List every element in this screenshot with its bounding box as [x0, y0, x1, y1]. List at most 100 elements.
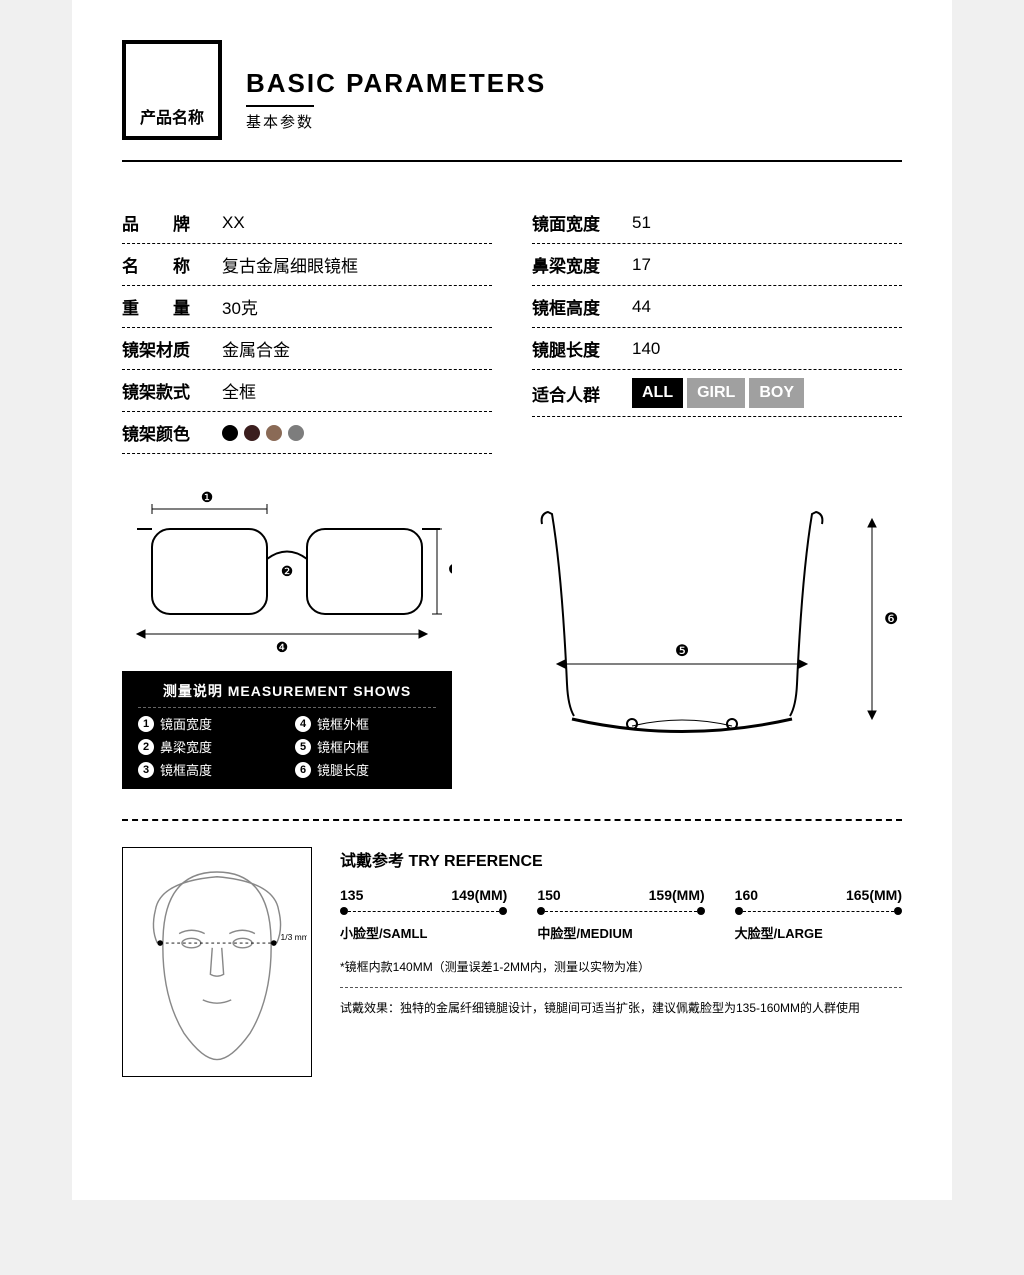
- marker-4: ❹: [276, 639, 289, 654]
- param-value: 51: [632, 213, 651, 233]
- param-row: 镜架材质金属合金: [122, 328, 492, 370]
- measurement-number-icon: 2: [138, 739, 154, 755]
- range-label: 大脸型/LARGE: [735, 923, 902, 942]
- params-right-column: 镜面宽度51鼻梁宽度17镜框高度44镜腿长度140适合人群ALLGIRLBOY: [532, 202, 902, 454]
- range-values: 150159(MM): [537, 887, 704, 903]
- param-row: 重 量30克: [122, 286, 492, 328]
- color-swatch: [222, 425, 238, 441]
- param-value: 44: [632, 297, 651, 317]
- param-row: 镜面宽度51: [532, 202, 902, 244]
- measurement-item: 2 鼻梁宽度: [138, 737, 279, 756]
- measurement-number-icon: 6: [295, 762, 311, 778]
- range-bar-icon: [340, 907, 507, 915]
- product-spec-page: 产品名称 BASIC PARAMETERS 基本参数 品 牌XX名 称复古金属细…: [72, 0, 952, 1200]
- color-swatch: [288, 425, 304, 441]
- range-bar-icon: [537, 907, 704, 915]
- param-row: 鼻梁宽度17: [532, 244, 902, 286]
- param-row: 名 称复古金属细眼镜框: [122, 244, 492, 286]
- param-label: 镜架颜色: [122, 420, 222, 445]
- param-value: 金属合金: [222, 336, 290, 361]
- param-value: [222, 425, 304, 441]
- param-label: 镜面宽度: [532, 210, 632, 235]
- param-value: 全框: [222, 378, 256, 403]
- size-ranges: 135149(MM)小脸型/SAMLL150159(MM)中脸型/MEDIUM1…: [340, 887, 902, 942]
- param-label: 镜腿长度: [532, 336, 632, 361]
- try-reference-desc: 试戴效果：独特的金属纤细镜腿设计，镜腿间可适当扩张，建议佩戴脸型为135-160…: [340, 998, 902, 1020]
- range-bar-icon: [735, 907, 902, 915]
- marker-3: ❸: [448, 561, 452, 577]
- marker-6: ❻: [884, 611, 898, 628]
- param-value: XX: [222, 213, 245, 233]
- title-block: BASIC PARAMETERS 基本参数: [246, 60, 546, 132]
- param-label: 适合人群: [532, 381, 632, 406]
- size-range: 160165(MM) 大脸型/LARGE: [735, 887, 902, 942]
- param-row: 镜框高度44: [532, 286, 902, 328]
- title-cn: 基本参数: [246, 105, 314, 132]
- size-range: 135149(MM) 小脸型/SAMLL: [340, 887, 507, 942]
- measurement-number-icon: 5: [295, 739, 311, 755]
- param-value: ALLGIRLBOY: [632, 378, 804, 408]
- param-label: 品 牌: [122, 210, 222, 235]
- measurement-number-icon: 1: [138, 716, 154, 732]
- face-measure-note: 1/3 mm: [280, 932, 307, 942]
- color-swatch: [244, 425, 260, 441]
- try-reference-content: 试戴参考 TRY REFERENCE 135149(MM) 小脸型/SAMLL 15…: [340, 847, 902, 1077]
- measurement-label: 镜框高度: [160, 760, 212, 779]
- param-row: 镜架颜色: [122, 412, 492, 454]
- section-divider: [122, 819, 902, 821]
- parameters-table: 品 牌XX名 称复古金属细眼镜框重 量30克镜架材质金属合金镜架款式全框镜架颜色…: [122, 202, 902, 454]
- measurement-item: 1 镜面宽度: [138, 714, 279, 733]
- marker-1: ❶: [201, 489, 214, 505]
- face-outline-icon: 1/3 mm: [127, 852, 307, 1072]
- color-swatches: [222, 425, 304, 441]
- measurement-label: 镜腿长度: [317, 760, 369, 779]
- audience-badge: ALL: [632, 378, 683, 408]
- range-values: 160165(MM): [735, 887, 902, 903]
- try-reference-note: *镜框内款140MM（测量误差1-2MM内，测量以实物为准）: [340, 958, 902, 988]
- face-diagram-box: 1/3 mm: [122, 847, 312, 1077]
- measurement-legend: 测量说明 MEASUREMENT SHOWS 1镜面宽度4镜框外框2鼻梁宽度5镜…: [122, 671, 452, 789]
- param-value: 17: [632, 255, 651, 275]
- header: 产品名称 BASIC PARAMETERS 基本参数: [122, 60, 902, 162]
- param-value: 140: [632, 339, 660, 359]
- range-label: 中脸型/MEDIUM: [537, 923, 704, 942]
- param-label: 镜架材质: [122, 336, 222, 361]
- marker-2: ❷: [281, 563, 294, 579]
- measurement-item: 6 镜腿长度: [295, 760, 436, 779]
- measurement-item: 3 镜框高度: [138, 760, 279, 779]
- try-reference-title: 试戴参考 TRY REFERENCE: [340, 847, 902, 871]
- glasses-top-icon: ❺ ❻: [482, 484, 902, 784]
- params-left-column: 品 牌XX名 称复古金属细眼镜框重 量30克镜架材质金属合金镜架款式全框镜架颜色: [122, 202, 492, 454]
- product-name-box: 产品名称: [122, 40, 222, 140]
- param-value: 30克: [222, 294, 258, 319]
- measurement-label: 镜框外框: [317, 714, 369, 733]
- measurement-item: 5 镜框内框: [295, 737, 436, 756]
- measurement-label: 镜面宽度: [160, 714, 212, 733]
- param-row: 适合人群ALLGIRLBOY: [532, 370, 902, 417]
- marker-5: ❺: [675, 643, 689, 660]
- measurement-number-icon: 3: [138, 762, 154, 778]
- diagrams-section: ❶ ❷ ❸ ❹ 测量说明 MEASUREMENT SHOWS 1 镜面宽度 4 镜框外…: [122, 484, 902, 789]
- measurement-title: 测量说明 MEASUREMENT SHOWS: [138, 681, 436, 708]
- size-range: 150159(MM) 中脸型/MEDIUM: [537, 887, 704, 942]
- param-row: 镜架款式全框: [122, 370, 492, 412]
- measurement-label: 鼻梁宽度: [160, 737, 212, 756]
- param-label: 镜架款式: [122, 378, 222, 403]
- title-en: BASIC PARAMETERS: [246, 68, 546, 99]
- range-label: 小脸型/SAMLL: [340, 923, 507, 942]
- audience-badges: ALLGIRLBOY: [632, 378, 804, 408]
- param-row: 品 牌XX: [122, 202, 492, 244]
- front-diagram-block: ❶ ❷ ❸ ❹ 测量说明 MEASUREMENT SHOWS 1 镜面宽度 4 镜框外…: [122, 484, 452, 789]
- param-value: 复古金属细眼镜框: [222, 252, 358, 277]
- measurement-item: 4 镜框外框: [295, 714, 436, 733]
- measurement-number-icon: 4: [295, 716, 311, 732]
- audience-badge: GIRL: [687, 378, 745, 408]
- glasses-front-icon: ❶ ❷ ❸ ❹: [122, 484, 452, 654]
- param-label: 镜框高度: [532, 294, 632, 319]
- measurement-label: 镜框内框: [317, 737, 369, 756]
- color-swatch: [266, 425, 282, 441]
- range-values: 135149(MM): [340, 887, 507, 903]
- top-diagram-block: ❺ ❻: [482, 484, 902, 789]
- param-label: 重 量: [122, 294, 222, 319]
- product-name-label: 产品名称: [140, 104, 204, 128]
